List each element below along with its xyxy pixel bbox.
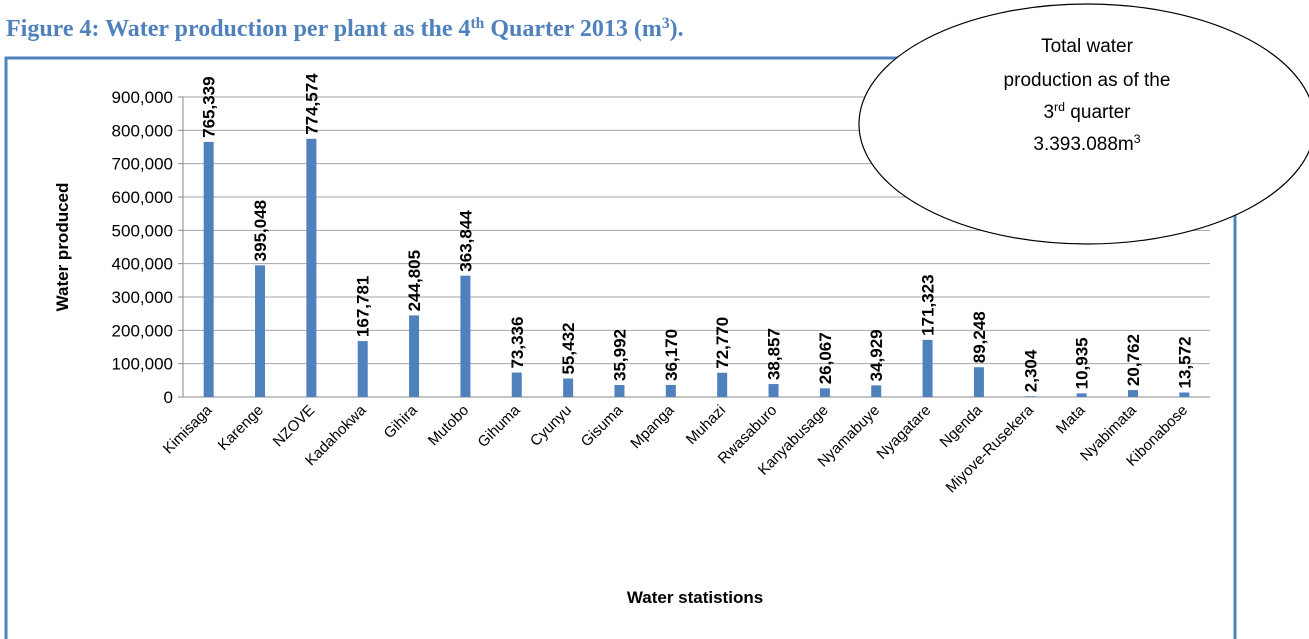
text-part: Total water (1041, 36, 1134, 57)
text-part: Quarter 2013 (m (484, 16, 662, 42)
bar (511, 372, 522, 397)
chart-title: Figure 4: Water production per plant as … (6, 15, 684, 43)
value-label: 20,762 (1124, 334, 1143, 386)
value-label: 38,857 (765, 328, 784, 380)
superscript: 3 (662, 15, 670, 32)
value-label: 34,929 (867, 329, 886, 381)
superscript: rd (1054, 100, 1065, 114)
superscript: th (470, 15, 484, 32)
bar (203, 141, 214, 397)
text-part: ). (670, 16, 684, 42)
y-tick-label: 200,000 (112, 321, 173, 340)
bar (922, 339, 933, 397)
bar (871, 385, 882, 397)
value-label: 774,574 (302, 73, 321, 135)
bar (768, 384, 779, 397)
value-label: 73,336 (508, 317, 527, 369)
y-tick-label: 500,000 (112, 221, 173, 240)
bar (409, 315, 420, 397)
x-axis-title: Water statistions (627, 588, 763, 607)
annotation-bubble (858, 3, 1309, 245)
y-tick-label: 100,000 (112, 355, 173, 374)
value-label: 244,805 (405, 250, 424, 311)
annotation-text: production as of the (1004, 70, 1171, 91)
value-label: 2,304 (1021, 349, 1040, 392)
bar (665, 384, 676, 397)
text-part: 3 (1043, 102, 1054, 123)
y-tick-label: 300,000 (112, 288, 173, 307)
value-label: 89,248 (970, 311, 989, 363)
value-label: 395,048 (251, 200, 270, 261)
value-label: 13,572 (1175, 336, 1194, 388)
bar (1076, 393, 1087, 397)
annotation-text: Total water (1041, 36, 1134, 57)
bar (1127, 390, 1138, 397)
text-part: 3.393.088m (1033, 134, 1133, 155)
y-tick-label: 700,000 (112, 155, 173, 174)
y-tick-label: 600,000 (112, 188, 173, 207)
bar (1025, 396, 1036, 397)
value-label: 35,992 (610, 329, 629, 381)
bar (306, 138, 317, 398)
annotation-text: 3.393.088m3 (1033, 132, 1140, 155)
value-label: 72,770 (713, 317, 732, 369)
annotation-text: 3rd quarter (1043, 100, 1131, 123)
value-label: 55,432 (559, 323, 578, 375)
text-part: production as of the (1004, 70, 1171, 91)
superscript: 3 (1134, 132, 1141, 146)
text-part: Figure 4: Water production per plant as … (6, 16, 470, 42)
value-label: 36,170 (662, 329, 681, 381)
bar (819, 388, 830, 397)
value-label: 363,844 (456, 210, 475, 272)
bar (614, 385, 625, 397)
y-axis-title: Water produced (53, 183, 72, 312)
bar (717, 372, 728, 397)
value-label: 167,781 (354, 276, 373, 337)
bar (460, 275, 471, 397)
y-tick-label: 900,000 (112, 88, 173, 107)
y-tick-label: 0 (164, 388, 173, 407)
bar (255, 265, 266, 397)
y-tick-label: 400,000 (112, 255, 173, 274)
value-label: 10,935 (1073, 337, 1092, 389)
value-label: 765,339 (200, 76, 219, 137)
bar (973, 367, 984, 397)
bar (357, 341, 368, 397)
bar (1179, 392, 1190, 397)
bar (563, 378, 574, 397)
y-tick-label: 800,000 (112, 121, 173, 140)
text-part: quarter (1065, 102, 1131, 123)
value-label: 171,323 (919, 274, 938, 335)
value-label: 26,067 (816, 332, 835, 384)
